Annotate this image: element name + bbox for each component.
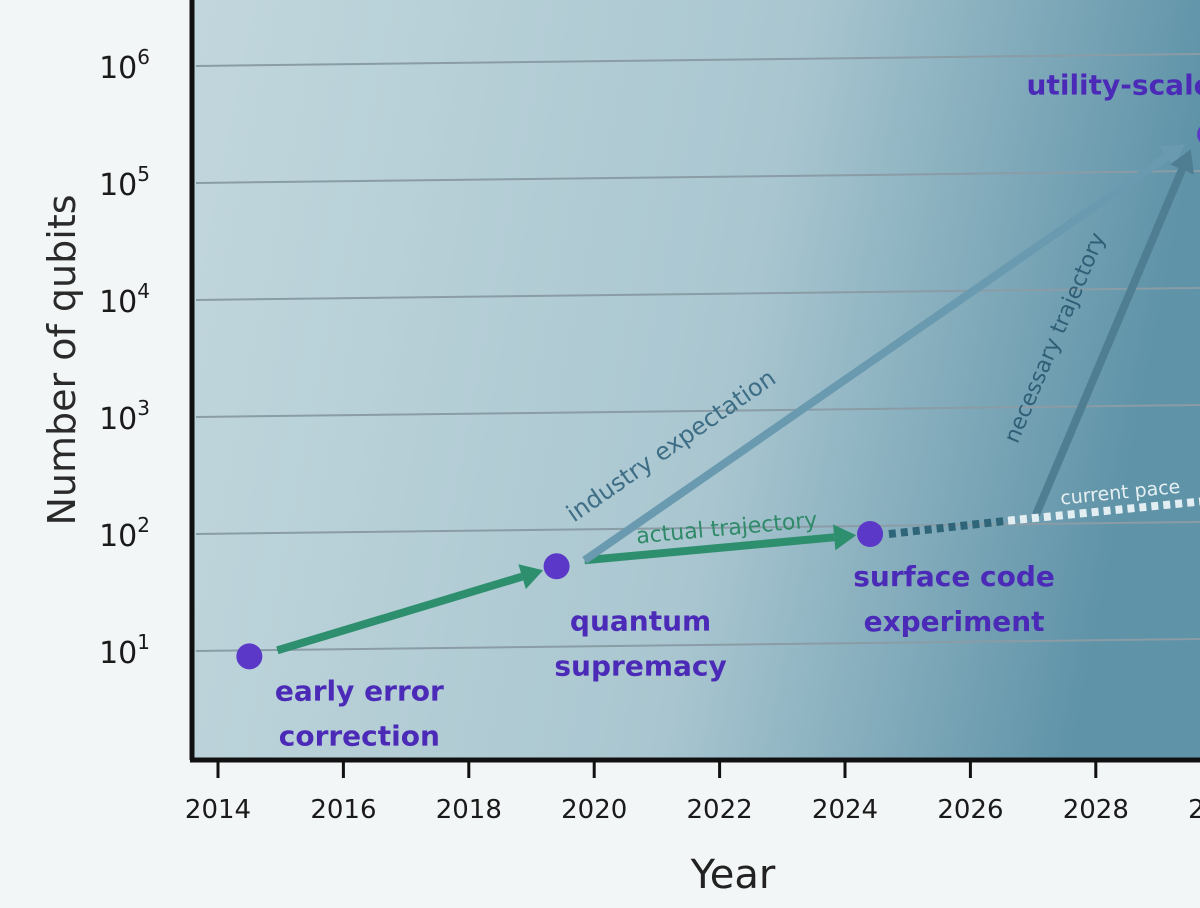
y-axis-title: Number of qubits bbox=[40, 194, 84, 525]
grid-lines bbox=[195, 53, 1200, 652]
x-tick-label: 2020 bbox=[561, 795, 627, 825]
grid-line bbox=[195, 638, 1200, 652]
x-tick-label: 2024 bbox=[812, 795, 878, 825]
milestone-point bbox=[543, 553, 570, 580]
milestone-point bbox=[857, 521, 884, 547]
trajectory-arrow-head bbox=[1159, 144, 1185, 168]
trajectory-arrow-shaft bbox=[1032, 168, 1186, 517]
grid-line bbox=[195, 53, 1200, 67]
milestone-label: experiment bbox=[864, 605, 1045, 638]
x-tick-label: 2018 bbox=[436, 795, 502, 825]
grid-line bbox=[195, 170, 1200, 184]
y-tick-label: 106 bbox=[99, 45, 150, 86]
axes bbox=[189, 0, 1200, 763]
trajectory-arrow-head bbox=[833, 524, 857, 551]
y-tick-label: 103 bbox=[99, 396, 150, 437]
milestone-label: utility-scale QC bbox=[1027, 68, 1200, 101]
y-tick-label: 105 bbox=[99, 162, 150, 203]
x-tick-label: 2022 bbox=[687, 795, 753, 825]
milestone-label: supremacy bbox=[554, 649, 726, 682]
x-tick-label: 2030 bbox=[1188, 795, 1200, 825]
milestone-point bbox=[236, 643, 263, 670]
grid-line bbox=[195, 404, 1200, 418]
x-tick-label: 2016 bbox=[310, 795, 376, 825]
trajectory-dotted-line bbox=[1007, 497, 1200, 525]
trajectory-arrow-head bbox=[518, 564, 544, 590]
x-tick-label: 2026 bbox=[937, 795, 1003, 825]
y-tick-label: 102 bbox=[99, 513, 150, 554]
plot-background bbox=[190, 0, 1200, 760]
x-axis-title: Year bbox=[690, 852, 776, 898]
trajectory-arrow-shaft bbox=[584, 533, 835, 565]
axis-ticks: 101 102 103 104 105 106 2014 2016 2018 2020 2022 20… bbox=[99, 45, 1200, 825]
y-tick-label: 101 bbox=[99, 630, 150, 671]
milestone-label: early error bbox=[275, 674, 444, 707]
milestone-label: quantum bbox=[570, 604, 711, 637]
trajectory-arrow-shaft bbox=[582, 153, 1169, 564]
trajectory-arrow-head bbox=[1170, 149, 1195, 175]
x-tick-label: 2028 bbox=[1063, 795, 1129, 825]
grid-line bbox=[195, 521, 1200, 535]
milestone-label: surface code bbox=[853, 560, 1055, 593]
milestone-points bbox=[236, 126, 1200, 670]
x-tick-label: 2014 bbox=[185, 795, 251, 825]
trajectory-arrow-shaft bbox=[276, 572, 524, 655]
trajectory-dotted-line bbox=[888, 516, 1009, 538]
trajectory-arrows bbox=[276, 144, 1200, 655]
milestone-label: correction bbox=[279, 719, 440, 752]
y-tick-label: 104 bbox=[99, 279, 150, 320]
grid-line bbox=[195, 287, 1200, 301]
